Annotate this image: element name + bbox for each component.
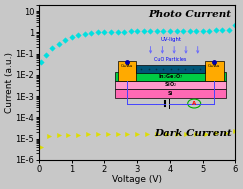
Y-axis label: Current (a.u.): Current (a.u.) — [5, 52, 14, 113]
Text: Dark Current: Dark Current — [154, 129, 232, 138]
Text: Photo Current: Photo Current — [148, 9, 232, 19]
X-axis label: Voltage (V): Voltage (V) — [112, 175, 162, 184]
